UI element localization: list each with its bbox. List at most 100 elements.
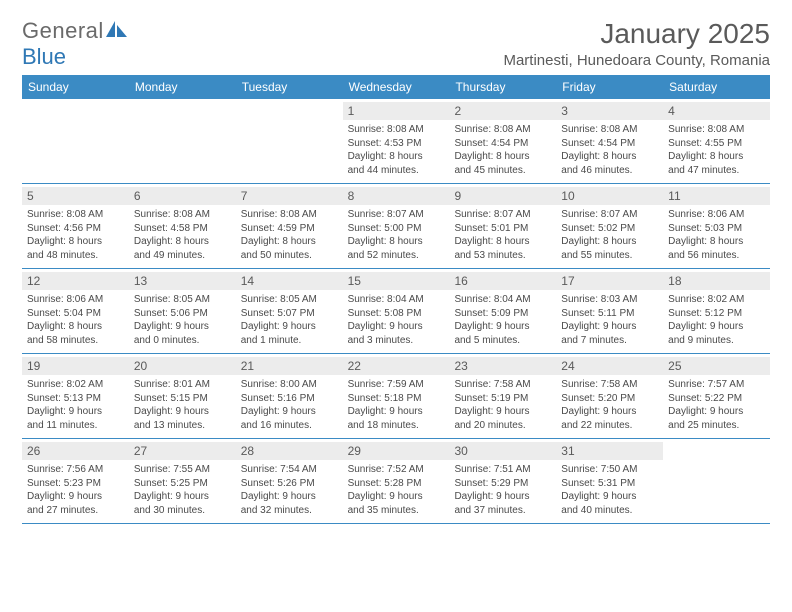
- daylight-line1: Daylight: 8 hours: [134, 235, 231, 249]
- daylight-line2: and 30 minutes.: [134, 504, 231, 518]
- sunrise: Sunrise: 8:08 AM: [241, 208, 338, 222]
- sunset: Sunset: 5:09 PM: [454, 307, 551, 321]
- day-header: Sunday: [22, 75, 129, 99]
- daylight-line2: and 32 minutes.: [241, 504, 338, 518]
- day-cell: 15Sunrise: 8:04 AMSunset: 5:08 PMDayligh…: [343, 269, 450, 353]
- daylight-line2: and 52 minutes.: [348, 249, 445, 263]
- logo-text-general: General: [22, 18, 104, 44]
- sunset: Sunset: 5:26 PM: [241, 477, 338, 491]
- day-number: 17: [561, 274, 658, 288]
- sun-info: Sunrise: 8:01 AMSunset: 5:15 PMDaylight:…: [134, 378, 231, 432]
- day-cell: 25Sunrise: 7:57 AMSunset: 5:22 PMDayligh…: [663, 354, 770, 438]
- day-cell: [663, 439, 770, 523]
- day-number-bar: 6: [129, 187, 236, 205]
- day-number-bar: 15: [343, 272, 450, 290]
- daylight-line2: and 56 minutes.: [668, 249, 765, 263]
- logo-text-blue: Blue: [22, 44, 66, 70]
- daylight-line2: and 25 minutes.: [668, 419, 765, 433]
- week-row: 12Sunrise: 8:06 AMSunset: 5:04 PMDayligh…: [22, 269, 770, 354]
- daylight-line2: and 44 minutes.: [348, 164, 445, 178]
- daylight-line1: Daylight: 9 hours: [454, 320, 551, 334]
- day-cell: 3Sunrise: 8:08 AMSunset: 4:54 PMDaylight…: [556, 99, 663, 183]
- daylight-line2: and 11 minutes.: [27, 419, 124, 433]
- daylight-line2: and 35 minutes.: [348, 504, 445, 518]
- title-block: January 2025 Martinesti, Hunedoara Count…: [503, 18, 770, 69]
- sunrise: Sunrise: 8:05 AM: [241, 293, 338, 307]
- sunrise: Sunrise: 7:59 AM: [348, 378, 445, 392]
- daylight-line2: and 7 minutes.: [561, 334, 658, 348]
- day-number: 26: [27, 444, 124, 458]
- sunrise: Sunrise: 7:58 AM: [561, 378, 658, 392]
- daylight-line1: Daylight: 9 hours: [561, 405, 658, 419]
- daylight-line1: Daylight: 9 hours: [27, 405, 124, 419]
- day-number-bar: 18: [663, 272, 770, 290]
- sun-info: Sunrise: 8:04 AMSunset: 5:09 PMDaylight:…: [454, 293, 551, 347]
- sail-icon: [106, 19, 128, 44]
- sunset: Sunset: 5:25 PM: [134, 477, 231, 491]
- week-row: 19Sunrise: 8:02 AMSunset: 5:13 PMDayligh…: [22, 354, 770, 439]
- day-number: 28: [241, 444, 338, 458]
- daylight-line1: Daylight: 9 hours: [134, 320, 231, 334]
- sun-info: Sunrise: 8:03 AMSunset: 5:11 PMDaylight:…: [561, 293, 658, 347]
- sunrise: Sunrise: 8:04 AM: [454, 293, 551, 307]
- day-number: 22: [348, 359, 445, 373]
- day-cell: 8Sunrise: 8:07 AMSunset: 5:00 PMDaylight…: [343, 184, 450, 268]
- sunrise: Sunrise: 7:54 AM: [241, 463, 338, 477]
- sunset: Sunset: 5:01 PM: [454, 222, 551, 236]
- day-header: Saturday: [663, 75, 770, 99]
- daylight-line2: and 46 minutes.: [561, 164, 658, 178]
- day-header: Monday: [129, 75, 236, 99]
- day-number-bar: 30: [449, 442, 556, 460]
- sunrise: Sunrise: 8:08 AM: [348, 123, 445, 137]
- day-number: 10: [561, 189, 658, 203]
- day-cell: 31Sunrise: 7:50 AMSunset: 5:31 PMDayligh…: [556, 439, 663, 523]
- daylight-line1: Daylight: 9 hours: [134, 405, 231, 419]
- daylight-line1: Daylight: 8 hours: [348, 235, 445, 249]
- sun-info: Sunrise: 8:05 AMSunset: 5:07 PMDaylight:…: [241, 293, 338, 347]
- daylight-line1: Daylight: 9 hours: [27, 490, 124, 504]
- sun-info: Sunrise: 8:08 AMSunset: 4:58 PMDaylight:…: [134, 208, 231, 262]
- day-cell: 21Sunrise: 8:00 AMSunset: 5:16 PMDayligh…: [236, 354, 343, 438]
- day-number: 30: [454, 444, 551, 458]
- sun-info: Sunrise: 7:58 AMSunset: 5:20 PMDaylight:…: [561, 378, 658, 432]
- day-number: 24: [561, 359, 658, 373]
- sunset: Sunset: 5:23 PM: [27, 477, 124, 491]
- day-header-row: SundayMondayTuesdayWednesdayThursdayFrid…: [22, 75, 770, 99]
- sunset: Sunset: 4:54 PM: [561, 137, 658, 151]
- day-number-bar: 21: [236, 357, 343, 375]
- sunset: Sunset: 5:12 PM: [668, 307, 765, 321]
- sunrise: Sunrise: 8:02 AM: [27, 378, 124, 392]
- day-number-bar: 23: [449, 357, 556, 375]
- daylight-line1: Daylight: 9 hours: [348, 320, 445, 334]
- day-cell: 1 Sunrise: 8:08 AMSunset: 4:53 PMDaylight…: [343, 99, 450, 183]
- day-number: 18: [668, 274, 765, 288]
- sun-info: Sunrise: 7:51 AMSunset: 5:29 PMDaylight:…: [454, 463, 551, 517]
- daylight-line2: and 13 minutes.: [134, 419, 231, 433]
- day-number: 14: [241, 274, 338, 288]
- daylight-line2: and 58 minutes.: [27, 334, 124, 348]
- daylight-line2: and 48 minutes.: [27, 249, 124, 263]
- daylight-line1: Daylight: 9 hours: [454, 405, 551, 419]
- day-cell: 26Sunrise: 7:56 AMSunset: 5:23 PMDayligh…: [22, 439, 129, 523]
- day-number-bar: 17: [556, 272, 663, 290]
- sunset: Sunset: 5:29 PM: [454, 477, 551, 491]
- day-cell: 7Sunrise: 8:08 AMSunset: 4:59 PMDaylight…: [236, 184, 343, 268]
- day-number-bar: 5: [22, 187, 129, 205]
- sunset: Sunset: 4:53 PM: [348, 137, 445, 151]
- daylight-line1: Daylight: 9 hours: [668, 405, 765, 419]
- sun-info: Sunrise: 8:06 AMSunset: 5:04 PMDaylight:…: [27, 293, 124, 347]
- sunrise: Sunrise: 7:51 AM: [454, 463, 551, 477]
- sun-info: Sunrise: 8:08 AMSunset: 4:53 PMDaylight:…: [348, 123, 445, 177]
- sunset: Sunset: 4:56 PM: [27, 222, 124, 236]
- sunset: Sunset: 5:03 PM: [668, 222, 765, 236]
- day-number-bar: 1: [343, 102, 450, 120]
- sunset: Sunset: 5:31 PM: [561, 477, 658, 491]
- daylight-line2: and 45 minutes.: [454, 164, 551, 178]
- day-number-bar: 4: [663, 102, 770, 120]
- sunrise: Sunrise: 8:05 AM: [134, 293, 231, 307]
- daylight-line1: Daylight: 8 hours: [27, 235, 124, 249]
- daylight-line1: Daylight: 9 hours: [241, 405, 338, 419]
- location: Martinesti, Hunedoara County, Romania: [503, 52, 770, 69]
- sun-info: Sunrise: 8:05 AMSunset: 5:06 PMDaylight:…: [134, 293, 231, 347]
- day-cell: 28Sunrise: 7:54 AMSunset: 5:26 PMDayligh…: [236, 439, 343, 523]
